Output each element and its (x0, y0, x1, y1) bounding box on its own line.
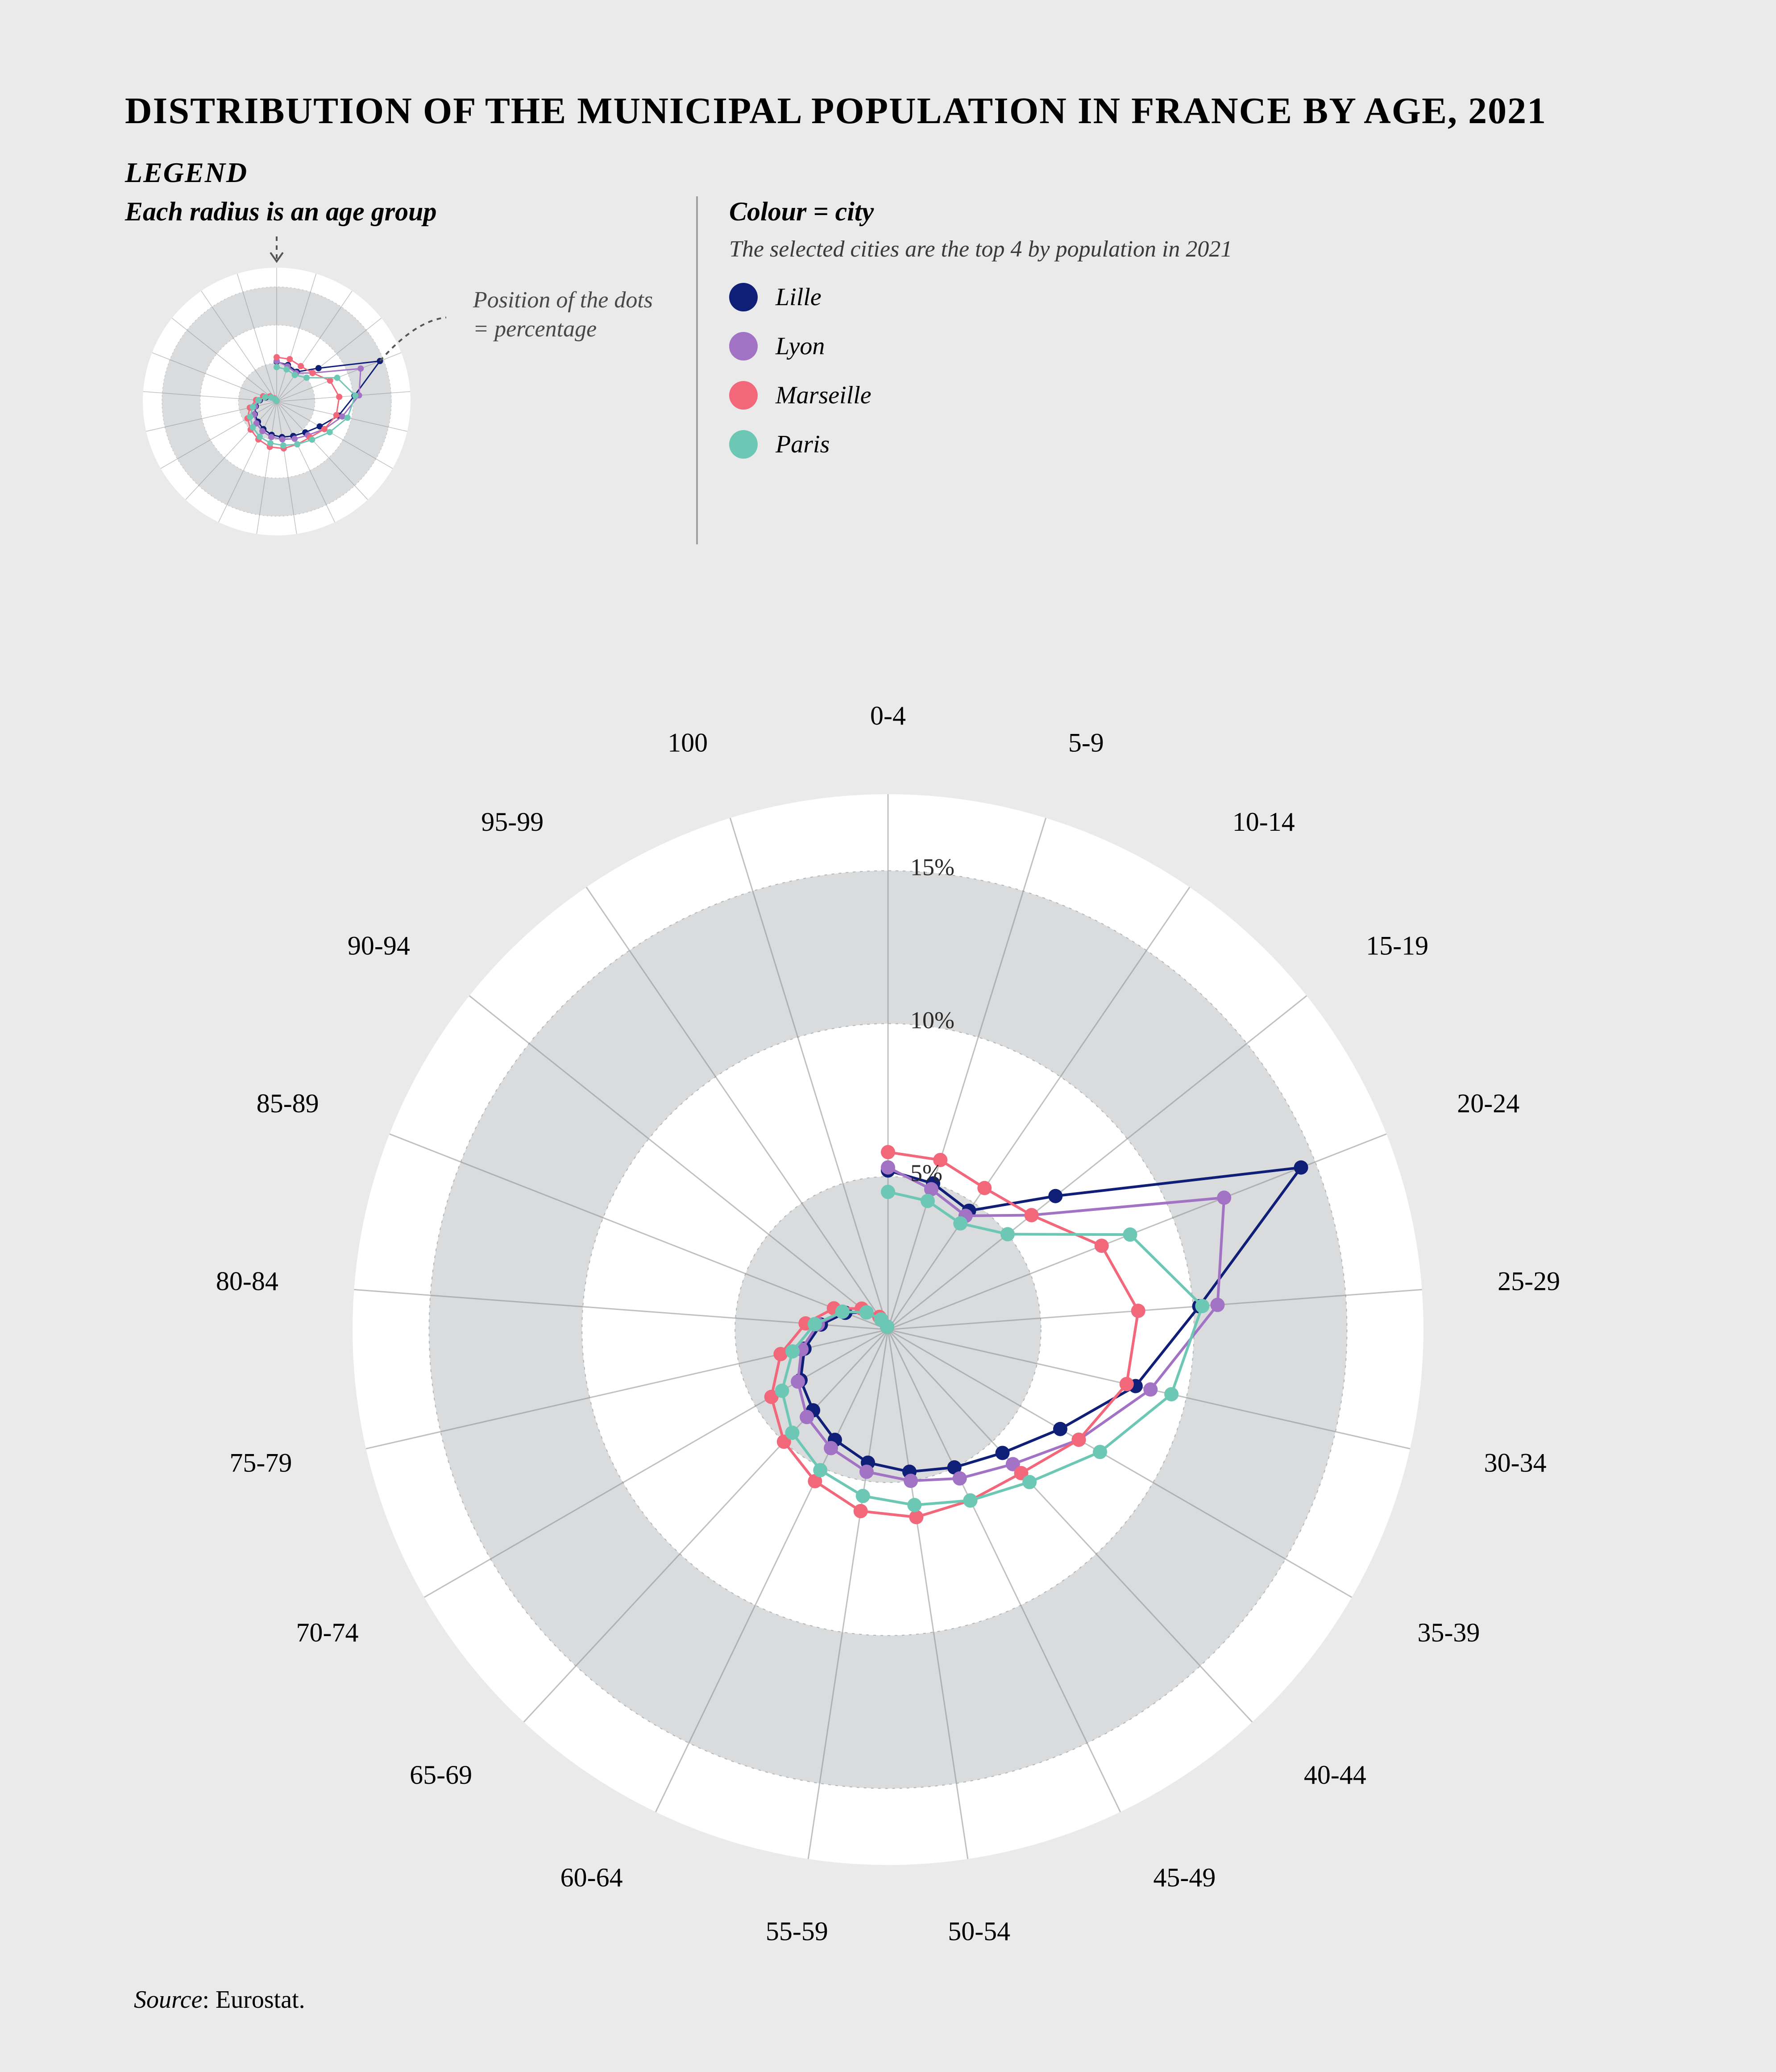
axis-label: 50-54 (948, 1916, 1010, 1946)
axis-label: 25-29 (1498, 1266, 1560, 1296)
axis-label: 95-99 (481, 807, 544, 837)
axis-label: 70-74 (296, 1618, 359, 1647)
swatch-label: Lyon (776, 332, 825, 361)
legend-swatch-lille: Lille (729, 283, 1232, 311)
axis-label: 100 (668, 728, 708, 758)
swatch-label: Lille (776, 283, 822, 311)
page-title: DISTRIBUTION OF THE MUNICIPAL POPULATION… (125, 89, 1547, 133)
legend-color-heading: Colour = city (729, 196, 1232, 227)
legend-radius-note: Each radius is an age group (125, 196, 437, 227)
axis-label: 85-89 (257, 1089, 319, 1118)
axis-label: 40-44 (1304, 1760, 1366, 1790)
axis-label: 30-34 (1484, 1448, 1547, 1478)
swatch-dot (729, 381, 758, 410)
page: DISTRIBUTION OF THE MUNICIPAL POPULATION… (0, 0, 1776, 2072)
legend-swatch-marseille: Marseille (729, 381, 1232, 410)
tick-label: 5% (910, 1160, 942, 1186)
tick-label: 15% (910, 854, 954, 880)
axis-label: 55-59 (766, 1916, 828, 1946)
swatch-label: Paris (776, 430, 830, 459)
axis-label: 75-79 (229, 1448, 292, 1478)
legend-heading: LEGEND (125, 156, 248, 189)
axis-label: 20-24 (1457, 1089, 1519, 1118)
axis-label: 10-14 (1232, 807, 1295, 837)
axis-label: 0-4 (870, 701, 906, 730)
axis-label: 45-49 (1153, 1863, 1216, 1892)
swatch-dot (729, 283, 758, 311)
swatch-dot (729, 430, 758, 459)
legend-swatch-paris: Paris (729, 430, 1232, 459)
axis-label: 5-9 (1068, 728, 1104, 758)
swatch-label: Marseille (776, 381, 871, 410)
axis-label: 65-69 (410, 1760, 472, 1790)
source-value: Eurostat. (216, 1986, 305, 2014)
legend-color-sub: The selected cities are the top 4 by pop… (729, 236, 1232, 262)
main-chart: 0-4 5-9 10-14 15-19 20-24 25-29 30-34 35-39 40-4… (174, 616, 1602, 2043)
legend-swatch-lyon: Lyon (729, 332, 1232, 361)
source-label: Source (134, 1986, 202, 2014)
source-line: Source: Eurostat. (134, 1985, 305, 2014)
swatch-dot (729, 332, 758, 361)
axis-label: 60-64 (560, 1863, 623, 1892)
axis-label: 80-84 (216, 1266, 278, 1296)
mini-chart (107, 232, 446, 571)
legend-dots-note: Position of the dots = percentage (473, 286, 660, 344)
axis-label: 90-94 (348, 931, 410, 961)
axis-label: 35-39 (1417, 1618, 1480, 1647)
tick-label: 10% (910, 1007, 954, 1033)
axis-label: 15-19 (1366, 931, 1428, 961)
legend-color-panel: Colour = city The selected cities are th… (696, 196, 1232, 544)
